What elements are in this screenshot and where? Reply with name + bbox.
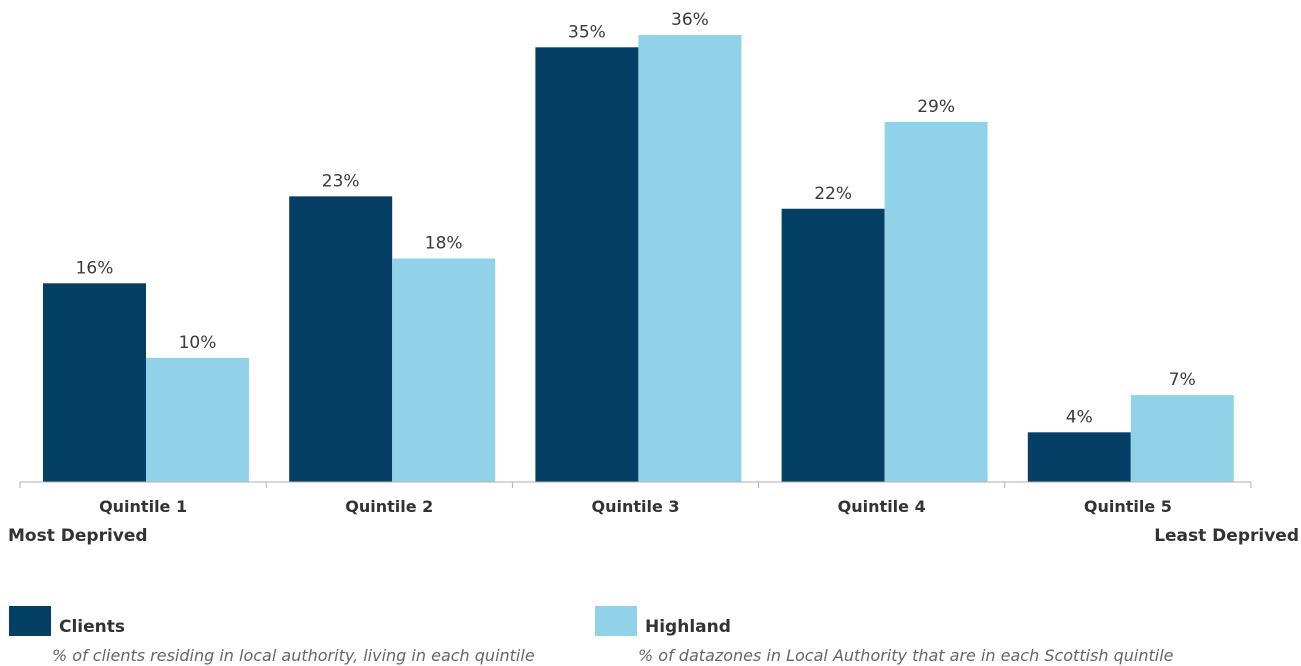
clients-legend-description: % of clients residing in local authority…	[52, 646, 535, 665]
category-label-q4: Quintile 4	[838, 497, 926, 516]
category-labels-group: Quintile 1 Quintile 2 Quintile 3 Quintile 4…	[99, 497, 1172, 516]
bar-clients-q5	[1027, 432, 1131, 482]
bar-clients-q1	[43, 283, 146, 482]
value-labels-group: 16% 10% 23% 18% 35% 36% 22% 29% 4% 7%	[76, 10, 1196, 427]
bar-highland-q2	[392, 258, 496, 482]
most-deprived-label: Most Deprived	[8, 526, 148, 546]
category-label-q3: Quintile 3	[591, 497, 679, 516]
value-label-highland-q2: 18%	[425, 233, 463, 253]
value-label-highland-q5: 7%	[1169, 370, 1196, 390]
value-label-clients-q5: 4%	[1066, 407, 1093, 427]
value-label-clients-q3: 35%	[568, 22, 606, 42]
value-label-highland-q4: 29%	[917, 97, 955, 117]
value-label-highland-q3: 36%	[671, 10, 709, 30]
highland-legend-description: % of datazones in Local Authority that a…	[638, 646, 1174, 665]
value-label-clients-q2: 23%	[322, 171, 360, 191]
bar-clients-q3	[535, 47, 639, 483]
bar-highland-q5	[1130, 395, 1234, 482]
value-label-highland-q1: 10%	[179, 333, 217, 353]
bar-highland-q4	[884, 121, 988, 482]
bars-group	[43, 34, 1234, 483]
least-deprived-label: Least Deprived	[1154, 526, 1299, 546]
clients-legend-swatch	[9, 606, 51, 636]
x-axis-ticks	[19, 482, 1252, 488]
category-label-q2: Quintile 2	[345, 497, 433, 516]
bar-clients-q2	[289, 196, 393, 482]
bar-clients-q4	[781, 208, 885, 482]
highland-legend-swatch	[595, 606, 637, 636]
value-label-clients-q1: 16%	[76, 258, 114, 278]
value-label-clients-q4: 22%	[814, 184, 852, 204]
category-label-q5: Quintile 5	[1084, 497, 1172, 516]
highland-legend-name: Highland	[645, 617, 731, 637]
category-label-q1: Quintile 1	[99, 497, 187, 516]
clients-legend-name: Clients	[59, 617, 126, 637]
bar-highland-q3	[638, 34, 742, 482]
bar-highland-q1	[146, 357, 249, 482]
